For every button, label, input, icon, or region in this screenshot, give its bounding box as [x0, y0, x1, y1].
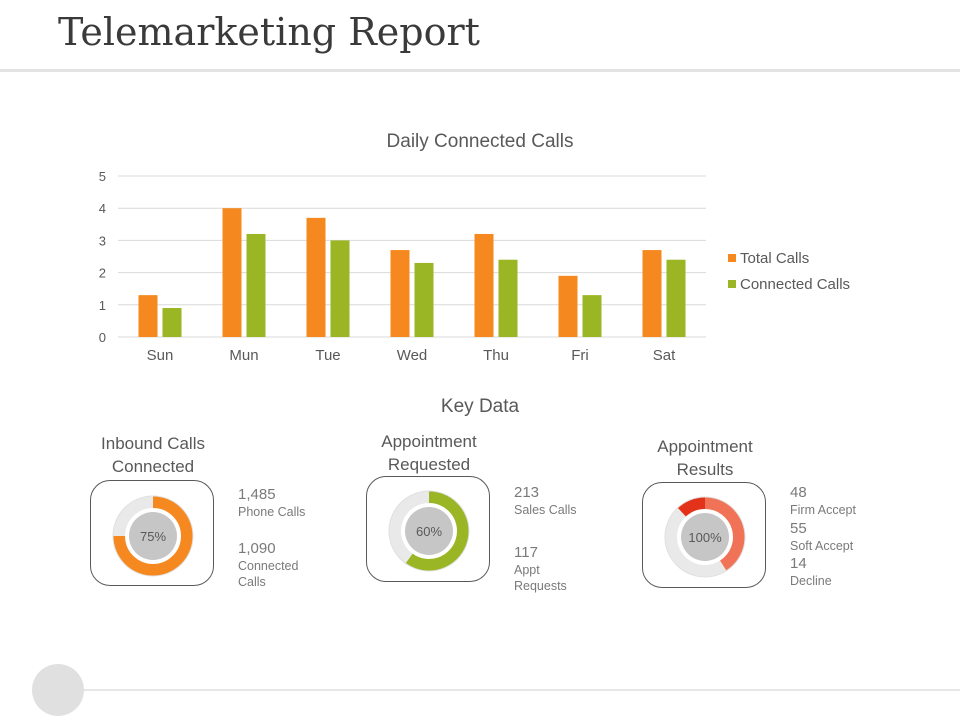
bar-total-calls-sun — [138, 295, 158, 337]
card-title-inbound-calls: Inbound Calls Connected — [53, 432, 253, 478]
y-tick-label: 4 — [99, 201, 106, 216]
stat-soft-accept: 55 Soft Accept — [790, 520, 880, 554]
stat-value: 48 — [790, 484, 807, 501]
card-title-line: Inbound Calls — [101, 434, 205, 453]
card-box-appointment-results — [642, 482, 766, 588]
stat-label: Sales Calls — [514, 503, 577, 517]
donut-segment-track — [389, 491, 430, 564]
stat-decline: 14 Decline — [790, 555, 880, 589]
stat-value: 117 — [514, 544, 538, 561]
card-box-appointment-requested — [366, 476, 490, 582]
x-tick-label: Mun — [229, 347, 258, 364]
stat-sales-calls: 213 Sales Calls — [514, 484, 604, 518]
stat-label: Connected — [238, 559, 299, 573]
x-tick-label: Tue — [315, 347, 340, 364]
donut-appointment-requested: 60% — [388, 490, 470, 572]
donut-segment-firm-accept — [704, 497, 745, 571]
bar-total-calls-mun — [222, 208, 242, 337]
stat-value: 1,090 — [238, 540, 276, 557]
y-tick-label: 3 — [99, 233, 106, 248]
stat-appt-requests: 117 Appt Requests — [514, 544, 604, 594]
donut-segment-soft-accept — [665, 507, 727, 577]
donut-segment-value — [113, 496, 193, 576]
footer-circle — [32, 664, 84, 716]
bar-chart: 0 1 2 3 4 5 Sun Mun Tue Wed Thu Fri Sat — [99, 169, 706, 364]
donut-outline — [388, 490, 470, 572]
card-title-appointment-results: Appointment Results — [605, 435, 805, 481]
stat-value: 213 — [514, 484, 540, 501]
bar-total-calls-tue — [306, 217, 326, 337]
y-tick-label: 2 — [99, 266, 106, 281]
stat-label: Calls — [238, 575, 266, 589]
card-title-line: Appointment — [657, 437, 753, 456]
x-tick-label: Sun — [147, 347, 174, 364]
bar-total-calls-fri — [558, 275, 578, 337]
card-title-line: Connected — [111, 457, 195, 476]
x-tick-label: Thu — [483, 347, 509, 364]
legend-label-connected-calls: Connected Calls — [740, 275, 851, 293]
bar-total-calls-sat — [642, 250, 662, 337]
donut-inbound-calls: 75% — [112, 495, 194, 577]
card-title-appointment-requested: Appointment Requested — [329, 430, 529, 476]
y-tick-label: 0 — [99, 330, 106, 345]
y-tick-label: 5 — [99, 169, 106, 184]
donut-center — [681, 513, 729, 561]
bar-connected-calls-wed — [414, 262, 434, 337]
stat-value: 1,485 — [238, 486, 276, 503]
chart-legend: Total Calls Connected Calls — [728, 245, 850, 297]
donut-segment-value — [405, 491, 469, 571]
stat-firm-accept: 48 Firm Accept — [790, 484, 880, 518]
card-box-inbound-calls — [90, 480, 214, 586]
stat-value: 14 — [790, 555, 807, 572]
donut-center — [129, 512, 177, 560]
stat-connected-calls: 1,090 Connected Calls — [238, 540, 328, 590]
footer-divider — [84, 689, 960, 691]
bar-connected-calls-thu — [498, 259, 518, 337]
x-tick-label: Fri — [571, 347, 589, 364]
legend-item-total-calls: Total Calls — [728, 245, 850, 271]
bar-connected-calls-mun — [246, 233, 266, 337]
bar-connected-calls-tue — [330, 240, 350, 337]
legend-label-total-calls: Total Calls — [740, 249, 810, 267]
stat-label: Firm Accept — [790, 503, 856, 517]
x-tick-label: Sat — [653, 347, 676, 364]
stat-label: Phone Calls — [238, 505, 306, 519]
legend-item-connected-calls: Connected Calls — [728, 271, 850, 297]
stat-value: 55 — [790, 520, 807, 537]
legend-swatch-total-calls — [728, 254, 736, 262]
key-data-title: Key Data — [440, 396, 520, 417]
stat-phone-calls: 1,485 Phone Calls — [238, 486, 328, 520]
legend-swatch-connected-calls — [728, 280, 736, 288]
card-title-line: Results — [676, 460, 734, 479]
x-tick-label: Wed — [397, 347, 428, 364]
stat-label: Soft Accept — [790, 539, 854, 553]
donut-appointment-results: 100% — [664, 496, 746, 578]
bar-total-calls-thu — [474, 233, 494, 337]
y-tick-label: 1 — [99, 298, 106, 313]
card-title-line: Requested — [387, 455, 471, 474]
stat-label: Requests — [514, 579, 567, 593]
donut-segment-track — [113, 496, 154, 537]
donut-center — [405, 507, 453, 555]
bar-total-calls-wed — [390, 250, 410, 337]
donut-center-label: 100% — [688, 530, 722, 545]
bar-connected-calls-fri — [582, 295, 602, 337]
chart-title: Daily Connected Calls — [386, 131, 574, 152]
title-divider — [0, 69, 960, 72]
donut-center-label: 75% — [140, 529, 166, 544]
bar-connected-calls-sat — [666, 259, 686, 337]
stat-label: Appt — [514, 563, 540, 577]
bar-connected-calls-sun — [162, 308, 182, 337]
donut-segment-decline — [677, 497, 706, 517]
card-title-line: Appointment — [381, 432, 477, 451]
donut-center-label: 60% — [416, 524, 442, 539]
page-title: Telemarketing Report — [58, 10, 480, 54]
donut-outline — [112, 495, 194, 577]
stat-label: Decline — [790, 574, 832, 588]
donut-outline — [664, 496, 746, 578]
